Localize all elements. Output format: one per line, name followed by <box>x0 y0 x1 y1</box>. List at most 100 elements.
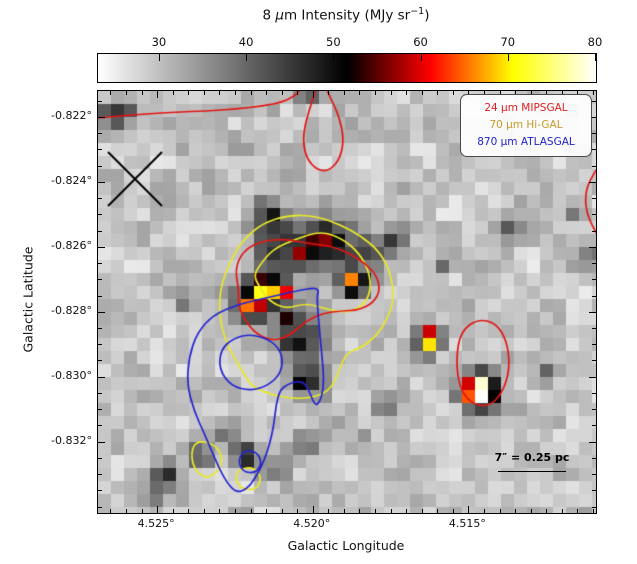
legend: 24 μm MIPSGAL 70 μm Hi-GAL 870 μm ATLASGAL <box>460 94 592 157</box>
title-exponent: −1 <box>410 6 425 17</box>
y-tick-label: -0.824° <box>51 173 92 187</box>
y-tick <box>98 263 102 265</box>
colorbar-tick-label: 80 <box>587 35 603 49</box>
colorbar-tick <box>507 54 509 61</box>
x-tick <box>530 91 532 95</box>
y-tick <box>98 279 102 281</box>
plot-area: 24 μm MIPSGAL 70 μm Hi-GAL 870 μm ATLASGAL… <box>97 90 597 514</box>
x-tick <box>546 91 548 95</box>
x-tick <box>250 91 252 95</box>
y-tick <box>589 246 596 248</box>
x-tick <box>530 509 532 513</box>
x-tick <box>266 509 268 513</box>
scale-bar: 7″ = 0.25 pc <box>486 451 578 472</box>
x-tick <box>515 91 517 95</box>
y-tick <box>98 409 102 411</box>
x-tick <box>328 509 330 513</box>
y-tick <box>98 214 102 216</box>
colorbar-tick <box>158 54 160 61</box>
colorbar-gradient <box>98 54 596 82</box>
y-tick <box>592 230 596 232</box>
x-tick <box>234 91 236 95</box>
x-tick <box>359 91 361 95</box>
x-tick <box>110 509 112 513</box>
x-tick <box>515 509 517 513</box>
x-tick <box>437 91 439 95</box>
x-tick <box>561 91 563 95</box>
x-tick <box>203 91 205 95</box>
x-tick <box>483 509 485 513</box>
x-tick <box>297 91 299 95</box>
intensity-map-canvas <box>98 91 596 513</box>
y-tick <box>98 441 105 443</box>
x-tick <box>188 91 190 95</box>
x-tick <box>110 91 112 95</box>
x-tick <box>172 509 174 513</box>
y-tick <box>98 149 102 151</box>
colorbar-tick <box>333 54 335 61</box>
y-tick <box>592 344 596 346</box>
y-tick <box>589 311 596 313</box>
legend-entry: 70 μm Hi-GAL <box>489 119 563 131</box>
y-tick <box>98 116 105 118</box>
y-tick <box>592 392 596 394</box>
y-tick <box>98 506 102 508</box>
x-tick <box>157 506 159 513</box>
x-tick <box>375 91 376 95</box>
x-tick <box>219 509 221 513</box>
y-tick <box>589 116 596 118</box>
scale-bar-line <box>498 471 566 472</box>
y-tick <box>592 360 596 362</box>
y-tick <box>592 490 596 492</box>
x-tick <box>234 509 236 513</box>
y-tick <box>592 198 596 200</box>
colorbar-tick-label: 60 <box>413 35 428 49</box>
y-tick <box>592 100 596 102</box>
x-tick <box>312 506 314 513</box>
colorbar-tick-label: 30 <box>151 35 167 49</box>
x-tick <box>452 91 454 95</box>
y-tick <box>592 295 596 297</box>
colorbar-tick-label: 70 <box>500 35 516 49</box>
y-tick <box>592 327 596 329</box>
legend-entry: 870 μm ATLASGAL <box>477 136 575 148</box>
title-mu: μ <box>275 7 284 24</box>
colorbar-tick-label: 40 <box>238 35 254 49</box>
x-tick <box>592 509 594 513</box>
y-tick <box>592 279 596 281</box>
y-tick <box>592 133 596 135</box>
y-tick <box>98 133 102 135</box>
x-tick <box>483 91 485 95</box>
x-tick <box>297 509 299 513</box>
x-tick <box>219 91 221 95</box>
x-tick <box>375 509 376 513</box>
x-tick-label: 4.525° <box>137 517 175 530</box>
y-tick <box>592 149 596 151</box>
y-tick <box>98 198 102 200</box>
x-tick <box>157 91 159 98</box>
y-tick <box>592 165 596 167</box>
x-tick <box>141 509 143 513</box>
x-tick <box>437 509 439 513</box>
x-tick <box>312 91 314 98</box>
x-tick <box>203 509 205 513</box>
x-tick <box>421 91 423 95</box>
x-tick <box>421 509 423 513</box>
y-tick <box>98 376 105 378</box>
colorbar-tick <box>420 54 422 61</box>
figure-title: 8 μm Intensity (MJy sr−1) <box>97 6 595 24</box>
y-tick <box>98 181 105 183</box>
title-part: ) <box>424 7 430 24</box>
x-tick <box>452 509 454 513</box>
x-tick <box>577 509 579 513</box>
y-tick-label: -0.832° <box>51 433 92 447</box>
y-tick <box>98 295 102 297</box>
x-tick <box>266 91 268 95</box>
y-tick <box>98 100 102 102</box>
y-tick <box>589 181 596 183</box>
colorbar <box>97 53 597 83</box>
y-tick <box>98 457 102 459</box>
x-tick <box>281 91 283 95</box>
y-tick <box>98 392 102 394</box>
y-tick-label: -0.828° <box>51 303 92 317</box>
